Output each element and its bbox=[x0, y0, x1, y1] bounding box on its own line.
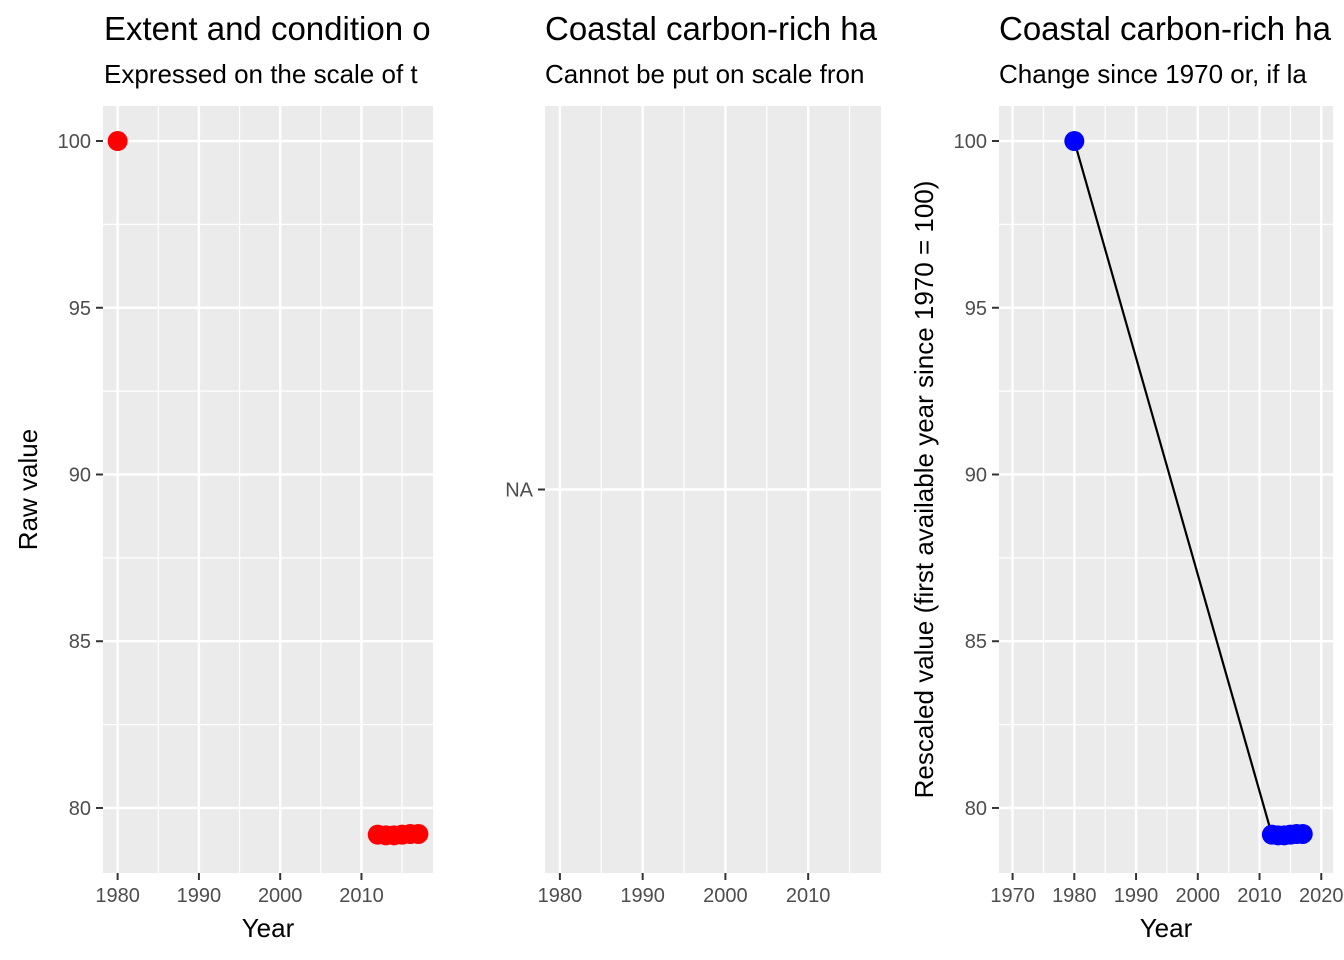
chart-2-y-tick-label: NA bbox=[505, 480, 533, 502]
chart-3-y-tick-label: 90 bbox=[965, 464, 987, 486]
chart-1-data-point bbox=[408, 823, 429, 844]
chart-2-x-tick-label: 2000 bbox=[703, 885, 748, 907]
chart-1-y-tick-label: 100 bbox=[58, 131, 91, 153]
chart-3-plot-background bbox=[999, 106, 1333, 873]
chart-3-title: Coastal carbon-rich ha bbox=[999, 10, 1331, 47]
chart-3-subtitle: Change since 1970 or, if la bbox=[999, 59, 1307, 89]
chart-1-subtitle: Expressed on the scale of t bbox=[104, 59, 418, 89]
chart-2-subtitle: Cannot be put on scale fron bbox=[545, 59, 865, 89]
chart-1-data-point bbox=[107, 131, 128, 152]
chart-3-y-axis-title: Rescaled value (first available year sin… bbox=[909, 181, 939, 799]
chart-2-x-tick-label: 2010 bbox=[786, 885, 831, 907]
chart-1-plot-background bbox=[103, 106, 433, 873]
chart-1-y-axis-title: Raw value bbox=[13, 429, 43, 550]
chart-3-data-point bbox=[1064, 131, 1085, 152]
chart-3-x-tick-label: 1970 bbox=[990, 885, 1035, 907]
chart-1-title: Extent and condition o bbox=[104, 10, 431, 47]
chart-3-x-tick-label: 1990 bbox=[1114, 885, 1159, 907]
chart-3-x-tick-label: 2020 bbox=[1299, 885, 1344, 907]
chart-3-y-tick-label: 80 bbox=[965, 798, 987, 820]
chart-3-x-axis-title: Year bbox=[1140, 913, 1193, 943]
chart-1-x-tick-label: 1980 bbox=[95, 885, 140, 907]
chart-1-y-tick-label: 85 bbox=[69, 631, 91, 653]
chart-1-y-tick-label: 95 bbox=[69, 298, 91, 320]
chart-1-y-tick-label: 80 bbox=[69, 798, 91, 820]
chart-2-x-tick-label: 1980 bbox=[538, 885, 583, 907]
chart-3-data-point bbox=[1292, 823, 1313, 844]
chart-1-x-tick-label: 2000 bbox=[258, 885, 303, 907]
chart-3-y-tick-label: 100 bbox=[954, 131, 987, 153]
chart-3-y-tick-label: 95 bbox=[965, 298, 987, 320]
chart-3-y-tick-label: 85 bbox=[965, 631, 987, 653]
chart-3-x-tick-label: 2010 bbox=[1237, 885, 1282, 907]
chart-3-x-tick-label: 1980 bbox=[1052, 885, 1097, 907]
chart-1-y-tick-label: 90 bbox=[69, 464, 91, 486]
chart-2-title: Coastal carbon-rich ha bbox=[545, 10, 877, 47]
chart-1-x-axis-title: Year bbox=[242, 913, 295, 943]
chart-2-x-tick-label: 1990 bbox=[620, 885, 665, 907]
chart-1-x-tick-label: 1990 bbox=[177, 885, 222, 907]
chart-3-x-tick-label: 2000 bbox=[1176, 885, 1221, 907]
chart-1-x-tick-label: 2010 bbox=[339, 885, 384, 907]
